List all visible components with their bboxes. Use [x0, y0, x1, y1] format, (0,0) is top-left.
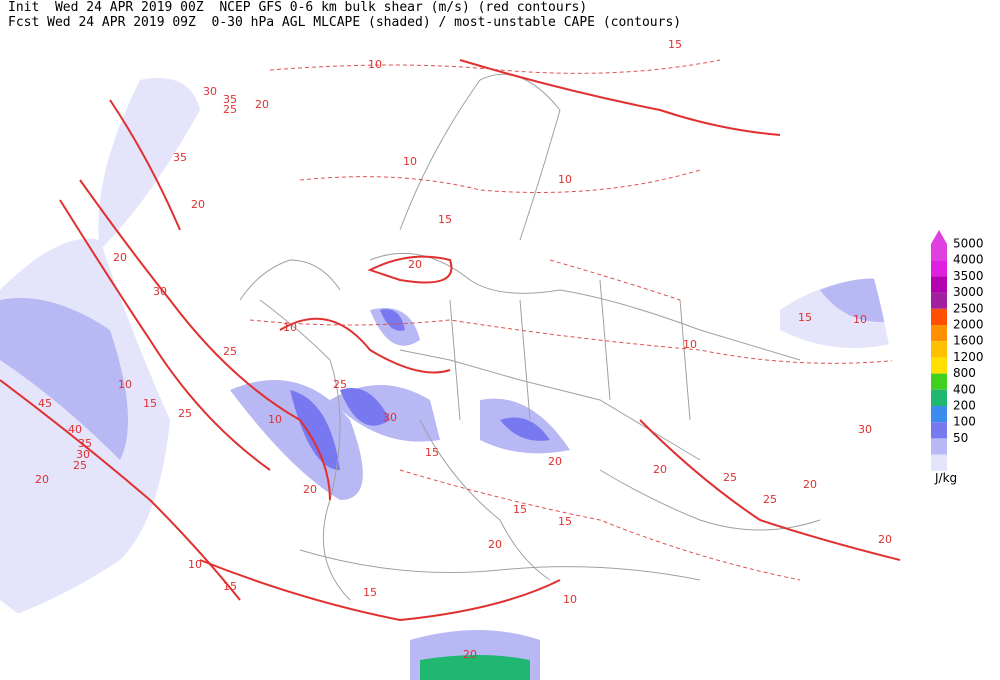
legend-label: 200	[953, 399, 976, 413]
contour-label: 30	[76, 448, 90, 461]
contour-label: 15	[223, 580, 237, 593]
legend-label: 1600	[953, 334, 984, 348]
contour-label: 30	[383, 411, 397, 424]
contour-label: 15	[363, 586, 377, 599]
legend-label: 800	[953, 366, 976, 380]
legend-label: 4000	[953, 253, 984, 267]
contour-label: 10	[558, 173, 572, 186]
contour-label: 35	[78, 437, 92, 450]
contour-label: 20	[878, 533, 892, 546]
legend-swatch	[931, 454, 947, 471]
contour-label: 10	[403, 155, 417, 168]
legend-swatch	[931, 260, 947, 277]
shear-contour	[249, 59, 901, 581]
header-line: Init Wed 24 APR 2019 00Z NCEP GFS 0-6 km…	[8, 0, 588, 15]
header-line: Fcst Wed 24 APR 2019 09Z 0-30 hPa AGL ML…	[8, 15, 682, 30]
legend-swatch	[931, 422, 947, 439]
legend: 5000 4000 3500 3000 2500 2000 1600 1200 800 400 20…	[931, 230, 984, 485]
contour-label: 20	[113, 251, 127, 264]
contour-label: 30	[153, 285, 167, 298]
borders	[239, 73, 821, 601]
legend-swatch	[931, 438, 947, 455]
contour-label: 35	[173, 151, 187, 164]
contour-label: 35	[223, 93, 237, 106]
contour-label: 30	[858, 423, 872, 436]
legend-unit: J/kg	[934, 471, 957, 485]
contour-label: 25	[333, 378, 347, 391]
contour-label: 10	[268, 413, 282, 426]
legend-swatch	[931, 276, 947, 293]
contour-label: 45	[38, 397, 52, 410]
contour-label: 20	[548, 455, 562, 468]
contour-label: 20	[653, 463, 667, 476]
cape-shade	[420, 655, 530, 680]
contour-label: 20	[35, 473, 49, 486]
legend-swatch	[931, 357, 947, 374]
contour-label: 25	[178, 407, 192, 420]
legend-arrow	[931, 230, 947, 244]
map-area	[0, 59, 905, 680]
legend-swatch	[931, 325, 947, 342]
contour-label: 40	[68, 423, 82, 436]
contour-label: 15	[425, 446, 439, 459]
legend-label: 1200	[953, 350, 984, 364]
legend-swatch	[931, 244, 947, 261]
legend-label: 3000	[953, 285, 984, 299]
contour-label: 10	[188, 558, 202, 571]
legend-label: 100	[953, 415, 976, 429]
contour-label: 15	[558, 515, 572, 528]
contour-label: 25	[763, 493, 777, 506]
legend-label: 5000	[953, 237, 984, 251]
contour-label: 15	[143, 397, 157, 410]
contour-label: 20	[191, 198, 205, 211]
legend-swatch	[931, 341, 947, 358]
contour-label: 25	[223, 103, 237, 116]
contour-label: 20	[463, 648, 477, 661]
contour-label: 20	[488, 538, 502, 551]
legend-swatch	[931, 406, 947, 423]
contour-label: 25	[73, 459, 87, 472]
legend-swatch	[931, 292, 947, 309]
contour-label: 10	[683, 338, 697, 351]
contour-label: 15	[668, 38, 682, 51]
contour-label: 30	[203, 85, 217, 98]
contour-label: 20	[303, 483, 317, 496]
contour-label: 15	[513, 503, 527, 516]
contour-label: 10	[368, 58, 382, 71]
legend-label: 50	[953, 431, 968, 445]
contour-label: 10	[283, 321, 297, 334]
contour-label: 20	[255, 98, 269, 111]
legend-swatch	[931, 373, 947, 390]
contour-label: 10	[118, 378, 132, 391]
legend-label: 2500	[953, 301, 984, 315]
shear-contour	[0, 59, 901, 622]
cape-shade	[290, 309, 550, 470]
contour-label: 25	[723, 471, 737, 484]
contour-label: 20	[408, 258, 422, 271]
legend-label: 400	[953, 382, 976, 396]
contour-label: 10	[853, 313, 867, 326]
contour-label: 10	[563, 593, 577, 606]
contour-label: 15	[798, 311, 812, 324]
contour-label: 15	[438, 213, 452, 226]
legend-label: 3500	[953, 269, 984, 283]
contour-label: 25	[223, 345, 237, 358]
legend-swatch	[931, 308, 947, 325]
legend-label: 2000	[953, 318, 984, 332]
legend-swatch	[931, 389, 947, 406]
cape-shade	[0, 78, 905, 621]
contour-label: 20	[803, 478, 817, 491]
